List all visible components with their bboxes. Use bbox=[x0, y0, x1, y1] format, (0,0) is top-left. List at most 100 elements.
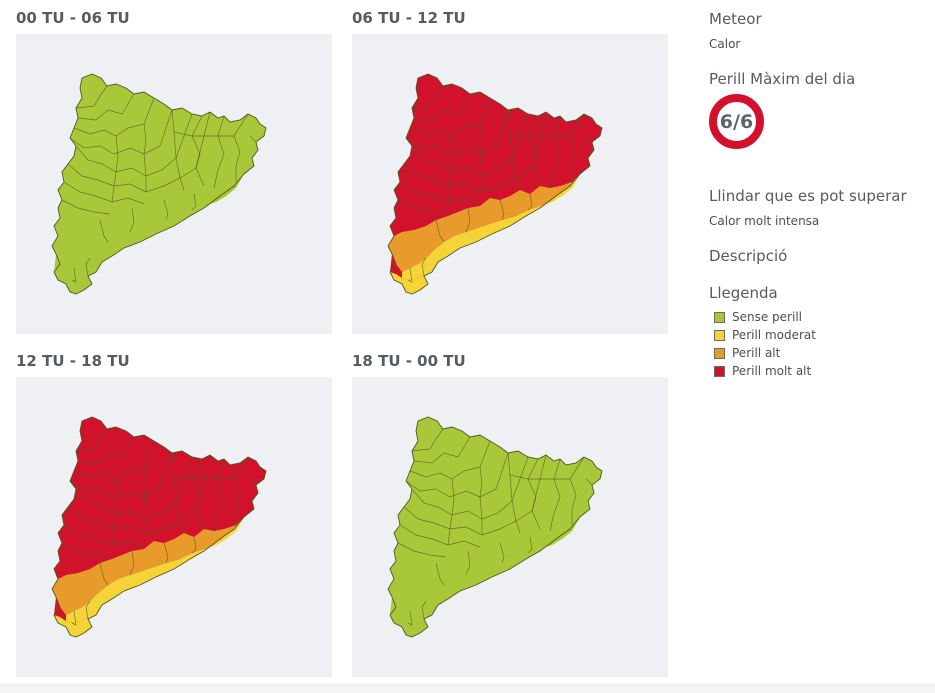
county-border bbox=[553, 113, 585, 137]
county-border bbox=[61, 199, 111, 215]
county-border bbox=[69, 452, 173, 498]
legend-swatch bbox=[714, 312, 725, 323]
county-border bbox=[569, 478, 577, 525]
region-north bbox=[52, 417, 266, 615]
county-border bbox=[553, 456, 585, 480]
county-border bbox=[75, 113, 193, 177]
county-border bbox=[465, 550, 471, 576]
county-border bbox=[77, 436, 135, 464]
county-border bbox=[111, 478, 119, 546]
region-delta bbox=[54, 272, 92, 294]
county-border bbox=[407, 610, 413, 626]
county-border bbox=[479, 466, 483, 535]
county-border bbox=[213, 135, 225, 189]
map-container bbox=[16, 377, 332, 677]
region-mid bbox=[52, 517, 244, 615]
county-border bbox=[129, 207, 135, 233]
map-container bbox=[352, 34, 668, 334]
county-border bbox=[405, 109, 509, 155]
county-border bbox=[585, 135, 593, 143]
county-border bbox=[163, 542, 169, 564]
threshold-heading: Llindar que es pot superar bbox=[709, 187, 907, 205]
county-border bbox=[233, 135, 241, 182]
county-border bbox=[447, 135, 455, 203]
region-delta bbox=[390, 615, 428, 637]
panel-title: 18 TU - 00 TU bbox=[352, 352, 466, 370]
region-mid bbox=[388, 174, 580, 272]
county-border bbox=[403, 454, 547, 536]
county-border bbox=[191, 478, 205, 530]
panel-title: 12 TU - 18 TU bbox=[16, 352, 130, 370]
legend-label: Sense perill bbox=[732, 310, 802, 324]
county-border bbox=[507, 452, 529, 480]
legend-label: Perill alt bbox=[732, 346, 781, 360]
county-border bbox=[549, 478, 561, 532]
county-border bbox=[397, 199, 447, 215]
county-border bbox=[499, 199, 505, 221]
region-coast bbox=[66, 174, 244, 280]
county-border bbox=[411, 456, 529, 520]
county-border bbox=[397, 542, 447, 558]
region-coast bbox=[402, 174, 580, 280]
legend-swatch bbox=[714, 330, 725, 341]
county-border bbox=[75, 456, 193, 520]
county-border bbox=[143, 123, 147, 192]
county-border bbox=[507, 109, 529, 137]
danger-level-value: 6/6 bbox=[719, 110, 754, 133]
county-border bbox=[163, 199, 169, 221]
meteor-value: Calor bbox=[709, 37, 741, 51]
region-coast bbox=[402, 517, 580, 623]
map-container bbox=[16, 34, 332, 334]
county-border bbox=[67, 111, 211, 193]
catalonia-map bbox=[51, 73, 267, 295]
catalonia-map bbox=[51, 416, 267, 638]
county-border bbox=[435, 562, 445, 586]
county-border bbox=[411, 85, 444, 109]
county-border bbox=[399, 181, 481, 205]
county-border bbox=[407, 267, 413, 283]
county-border bbox=[143, 466, 147, 535]
county-border bbox=[499, 542, 505, 564]
county-border bbox=[527, 135, 541, 187]
county-border bbox=[509, 474, 521, 534]
county-border bbox=[63, 181, 145, 205]
region-coast bbox=[66, 517, 244, 623]
county-border bbox=[233, 478, 241, 525]
county-border bbox=[569, 135, 577, 182]
county-border bbox=[67, 454, 211, 536]
county-border bbox=[479, 123, 483, 192]
county-border bbox=[61, 542, 111, 558]
region-delta bbox=[390, 272, 428, 294]
threshold-value: Calor molt intensa bbox=[709, 214, 820, 228]
county-border bbox=[99, 219, 109, 243]
county-border bbox=[85, 257, 91, 277]
county-border bbox=[249, 135, 257, 143]
county-border bbox=[585, 478, 593, 486]
county-border bbox=[405, 452, 509, 498]
county-border bbox=[85, 600, 91, 620]
county-border bbox=[527, 536, 533, 554]
county-border bbox=[63, 524, 145, 548]
meteor-heading: Meteor bbox=[709, 10, 762, 28]
region-north bbox=[52, 74, 266, 272]
region-outline bbox=[51, 416, 267, 638]
county-border bbox=[509, 131, 521, 191]
danger-level-ring: 6/6 bbox=[709, 94, 764, 149]
county-border bbox=[191, 135, 205, 187]
county-border bbox=[213, 478, 225, 532]
county-border bbox=[403, 111, 547, 193]
county-border bbox=[71, 610, 77, 626]
region-outline bbox=[51, 73, 267, 295]
county-border bbox=[411, 113, 529, 177]
county-border bbox=[413, 436, 471, 464]
max-danger-heading: Perill Màxim del dia bbox=[709, 70, 856, 88]
catalonia-map bbox=[387, 73, 603, 295]
legend-label: Perill moderat bbox=[732, 328, 816, 342]
county-border bbox=[549, 135, 561, 189]
region-delta bbox=[54, 615, 92, 637]
county-border bbox=[129, 550, 135, 576]
legend-swatch bbox=[714, 348, 725, 359]
legend-heading: Llegenda bbox=[709, 284, 778, 302]
county-border bbox=[421, 257, 427, 277]
region-mid bbox=[388, 517, 580, 615]
